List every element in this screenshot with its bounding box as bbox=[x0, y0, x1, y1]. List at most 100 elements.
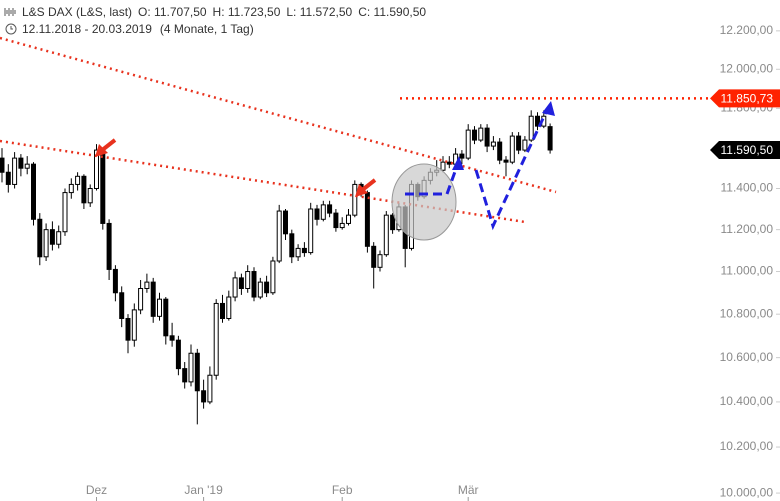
candle-body bbox=[226, 296, 232, 319]
candle-body bbox=[175, 339, 181, 370]
candle-body bbox=[163, 298, 169, 337]
header-title: L&S DAX (L&S, last) O: 11.707,50 H: 11.723… bbox=[22, 5, 426, 19]
candle-body bbox=[308, 208, 314, 254]
candle-body bbox=[251, 271, 257, 298]
arrow-head bbox=[355, 184, 368, 197]
candle-body bbox=[516, 135, 522, 151]
arrow-head bbox=[542, 101, 555, 116]
candle-body bbox=[503, 159, 509, 163]
candle-body bbox=[62, 192, 68, 233]
candle-body bbox=[333, 212, 339, 229]
y-tick-label: 12.000,00 bbox=[720, 61, 774, 75]
candle-body bbox=[383, 214, 389, 256]
ohlc: L: 11.572,50 bbox=[286, 5, 352, 19]
candle-body bbox=[465, 129, 471, 159]
ohlc: H: 11.723,50 bbox=[213, 5, 281, 19]
candle-body bbox=[188, 352, 194, 383]
candle-body bbox=[87, 188, 93, 204]
candle-body bbox=[276, 210, 282, 262]
candle-body bbox=[37, 218, 43, 258]
candle-body bbox=[371, 245, 377, 268]
candle-body bbox=[270, 260, 276, 294]
candle-body bbox=[100, 149, 106, 224]
candle-body bbox=[169, 335, 175, 341]
instrument: L&S DAX (L&S, last) bbox=[22, 5, 132, 19]
candle-body bbox=[144, 281, 150, 290]
candle-body bbox=[150, 281, 156, 317]
candle-body bbox=[131, 309, 137, 341]
candle-body bbox=[245, 271, 251, 290]
candle-body bbox=[138, 288, 144, 311]
candle-body bbox=[207, 374, 213, 403]
candle-body bbox=[490, 141, 496, 147]
candle-body bbox=[213, 302, 219, 376]
x-tick-label: Feb bbox=[332, 483, 353, 497]
y-tick-label: 11.400,00 bbox=[721, 181, 774, 195]
candle-body bbox=[31, 163, 36, 220]
candle-body bbox=[390, 214, 396, 231]
y-tick-label: 10.000,00 bbox=[720, 485, 774, 499]
y-tick-label: 10.800,00 bbox=[720, 306, 774, 320]
candle-body bbox=[182, 368, 188, 383]
date-range: 12.11.2018 - 20.03.2019 bbox=[22, 22, 152, 36]
y-tick-label: 11.000,00 bbox=[721, 264, 774, 278]
price-tag-label: 11.590,50 bbox=[721, 143, 774, 157]
candle-body bbox=[339, 222, 345, 229]
chart-icon bbox=[4, 8, 16, 16]
candle-body bbox=[157, 298, 162, 317]
candle-body bbox=[106, 222, 112, 270]
trend-line bbox=[0, 36, 557, 194]
clock-icon bbox=[5, 23, 17, 35]
header: L&S DAX (L&S, last) O: 11.707,50 H: 11.723… bbox=[4, 5, 426, 36]
candle-body bbox=[346, 214, 351, 224]
candle-body bbox=[56, 231, 62, 245]
candle-body bbox=[112, 268, 118, 294]
arrow-head bbox=[452, 156, 464, 170]
candle-body bbox=[194, 352, 200, 392]
arrow-head bbox=[95, 144, 108, 157]
candle-body bbox=[327, 204, 333, 214]
candle-body bbox=[24, 163, 30, 169]
candle-body bbox=[352, 183, 358, 216]
candle-body bbox=[535, 115, 540, 127]
candle-body bbox=[472, 129, 477, 141]
highlight-ellipse bbox=[391, 163, 457, 241]
candle-body bbox=[301, 247, 307, 254]
candle-body bbox=[283, 210, 288, 235]
candle-body bbox=[484, 127, 490, 147]
price-tag bbox=[710, 89, 780, 108]
y-tick-label: 12.200,00 bbox=[720, 23, 774, 37]
candle-body bbox=[547, 126, 553, 151]
candle-body bbox=[125, 317, 131, 341]
header-dates: 12.11.2018 - 20.03.2019 (4 Monate, 1 Tag) bbox=[22, 22, 254, 36]
candle-body bbox=[295, 247, 301, 258]
y-tick-label: 10.400,00 bbox=[720, 394, 774, 408]
candle-body bbox=[377, 254, 383, 268]
period: (4 Monate, 1 Tag) bbox=[160, 22, 254, 36]
x-tick-label: Dez bbox=[86, 483, 107, 497]
candle-body bbox=[528, 115, 534, 141]
clock-hand bbox=[10, 26, 13, 30]
candle-body bbox=[522, 139, 528, 151]
candle-body bbox=[232, 277, 238, 298]
candle-body bbox=[264, 281, 270, 294]
trend-line bbox=[0, 139, 526, 224]
ohlc: C: 11.590,50 bbox=[358, 5, 426, 19]
candle-body bbox=[81, 175, 87, 204]
y-tick-label: 10.600,00 bbox=[720, 350, 774, 364]
candle-body bbox=[509, 135, 515, 163]
ohlc: O: 11.707,50 bbox=[138, 5, 207, 19]
candle-body bbox=[75, 175, 81, 185]
price-tag-label: 11.850,73 bbox=[721, 92, 774, 106]
blue-arrow bbox=[405, 165, 459, 196]
candle-body bbox=[497, 141, 503, 161]
candle-body bbox=[289, 233, 295, 258]
candle-body bbox=[119, 292, 125, 319]
candle-body bbox=[364, 192, 370, 247]
y-tick-label: 10.200,00 bbox=[720, 439, 774, 453]
y-tick-label: 11.200,00 bbox=[721, 222, 774, 236]
candle-body bbox=[18, 157, 24, 169]
red-arrows bbox=[95, 138, 377, 197]
plot-layer: 10.000,00 10.200,00 10.400,00 10.600,00 10.8… bbox=[0, 23, 780, 501]
